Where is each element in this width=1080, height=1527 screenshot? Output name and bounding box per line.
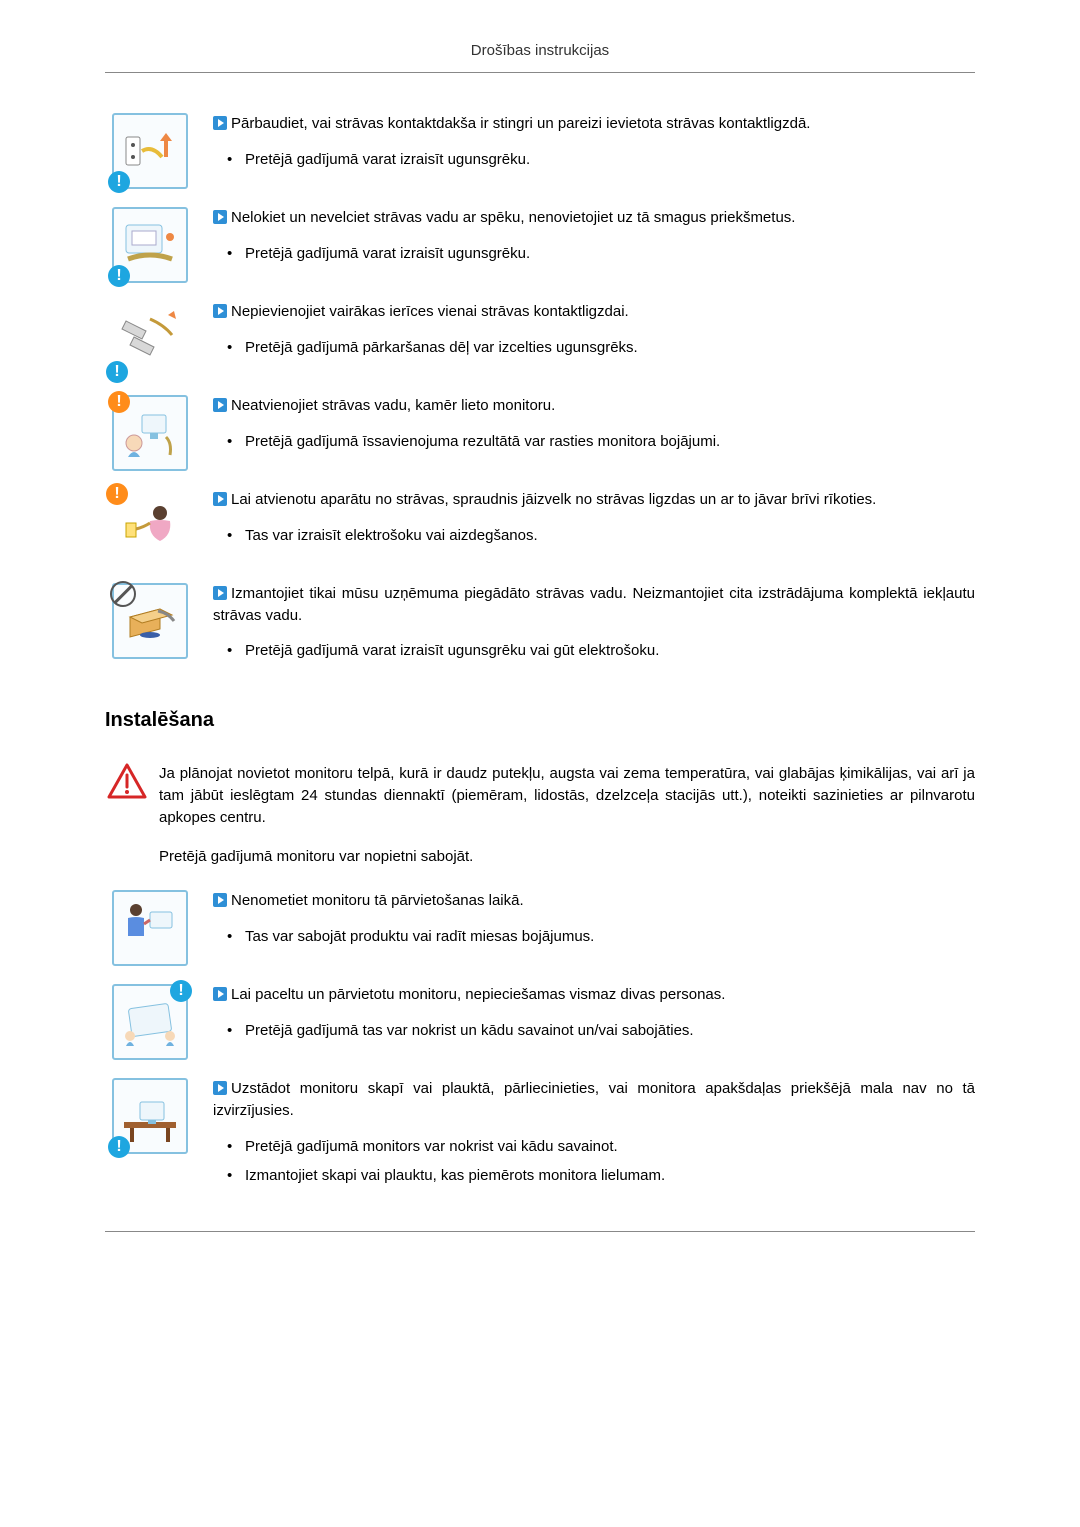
instruction-bullets: Pretējā gadījumā varat izraisīt ugunsgrē… [213,239,975,269]
instruction-bullets: Pretējā gadījumā tas var nokrist un kādu… [213,1016,975,1046]
safety-item: ! Neatvienojiet strāvas vadu, kamēr lieto… [105,395,975,471]
safety-item: ! Lai paceltu un pārvietotu monitoru, nep… [105,984,975,1060]
instruction-bullet: Pretējā gadījumā tas var nokrist un kādu… [231,1016,975,1046]
instruction-headline: Lai atvienotu aparātu no strāvas, spraud… [213,489,975,511]
instruction-illustration-icon [112,890,188,966]
instruction-bullet: Pretējā gadījumā varat izraisīt ugunsgrē… [231,636,975,666]
page-header-title: Drošības instrukcijas [105,40,975,73]
instruction-illustration-icon: ! [112,984,188,1060]
safety-item: ! Nelokiet un nevelciet strāvas vadu ar s… [105,207,975,283]
instruction-bullets: Pretējā gadījumā varat izraisīt ugunsgrē… [213,636,975,666]
alert-badge-icon: ! [108,171,130,193]
alert-badge-icon: ! [106,361,128,383]
instruction-illustration-icon: ! [112,489,188,565]
instruction-illustration-icon: ! [112,395,188,471]
instruction-headline: Uzstādot monitoru skapī vai plauktā, pār… [213,1078,975,1122]
warning-main-text: Ja plānojat novietot monitoru telpā, kur… [159,763,975,828]
safety-item: ! Pārbaudiet, vai strāvas kontaktdakša ir… [105,113,975,189]
instruction-bullets: Pretējā gadījumā varat izraisīt ugunsgrē… [213,145,975,175]
instruction-bullet: Pretējā gadījumā pārkaršanas dēļ var izc… [231,333,975,363]
instruction-bullet: Tas var sabojāt produktu vai radīt miesa… [231,922,975,952]
instruction-bullets: Tas var izraisīt elektrošoku vai aizdegš… [213,521,975,551]
instruction-headline: Nepievienojiet vairākas ierīces vienai s… [213,301,975,323]
warning-block: Ja plānojat novietot monitoru telpā, kur… [105,763,975,868]
warning-triangle-icon [105,763,149,806]
safety-item: ! Nepievienojiet vairākas ierīces vienai … [105,301,975,377]
instruction-bullet: Pretējā gadījumā monitors var nokrist va… [231,1132,975,1162]
warning-sub-text: Pretējā gadījumā monitoru var nopietni s… [159,846,975,868]
safety-item: Nenometiet monitoru tā pārvietošanas lai… [105,890,975,966]
alert-badge-icon [110,581,136,607]
footer-rule [105,1231,975,1232]
safety-item: ! Lai atvienotu aparātu no strāvas, sprau… [105,489,975,565]
alert-badge-icon: ! [108,391,130,413]
safety-item: Izmantojiet tikai mūsu uzņēmuma piegādāt… [105,583,975,666]
instruction-illustration-icon: ! [112,113,188,189]
safety-item: ! Uzstādot monitoru skapī vai plauktā, pā… [105,1078,975,1191]
instruction-headline: Nenometiet monitoru tā pārvietošanas lai… [213,890,975,912]
alert-badge-icon: ! [106,483,128,505]
instruction-bullet: Izmantojiet skapi vai plauktu, kas piemē… [231,1161,975,1191]
instruction-bullets: Pretējā gadījumā monitors var nokrist va… [213,1132,975,1192]
alert-badge-icon: ! [108,1136,130,1158]
instruction-bullet: Pretējā gadījumā varat izraisīt ugunsgrē… [231,145,975,175]
instruction-bullet: Pretējā gadījumā īssavienojuma rezultātā… [231,427,975,457]
alert-badge-icon: ! [170,980,192,1002]
alert-badge-icon: ! [108,265,130,287]
instruction-bullet: Pretējā gadījumā varat izraisīt ugunsgrē… [231,239,975,269]
instruction-illustration-icon [112,583,188,659]
instruction-headline: Pārbaudiet, vai strāvas kontaktdakša ir … [213,113,975,135]
instruction-headline: Lai paceltu un pārvietotu monitoru, nepi… [213,984,975,1006]
instruction-illustration-icon: ! [112,207,188,283]
instruction-bullets: Pretējā gadījumā īssavienojuma rezultātā… [213,427,975,457]
instruction-headline: Nelokiet un nevelciet strāvas vadu ar sp… [213,207,975,229]
instruction-headline: Neatvienojiet strāvas vadu, kamēr lieto … [213,395,975,417]
section-title-installation: Instalēšana [105,706,975,735]
instruction-illustration-icon: ! [112,1078,188,1154]
instruction-headline: Izmantojiet tikai mūsu uzņēmuma piegādāt… [213,583,975,627]
instruction-bullet: Tas var izraisīt elektrošoku vai aizdegš… [231,521,975,551]
instruction-bullets: Pretējā gadījumā pārkaršanas dēļ var izc… [213,333,975,363]
instruction-illustration-icon: ! [112,301,188,377]
instruction-bullets: Tas var sabojāt produktu vai radīt miesa… [213,922,975,952]
